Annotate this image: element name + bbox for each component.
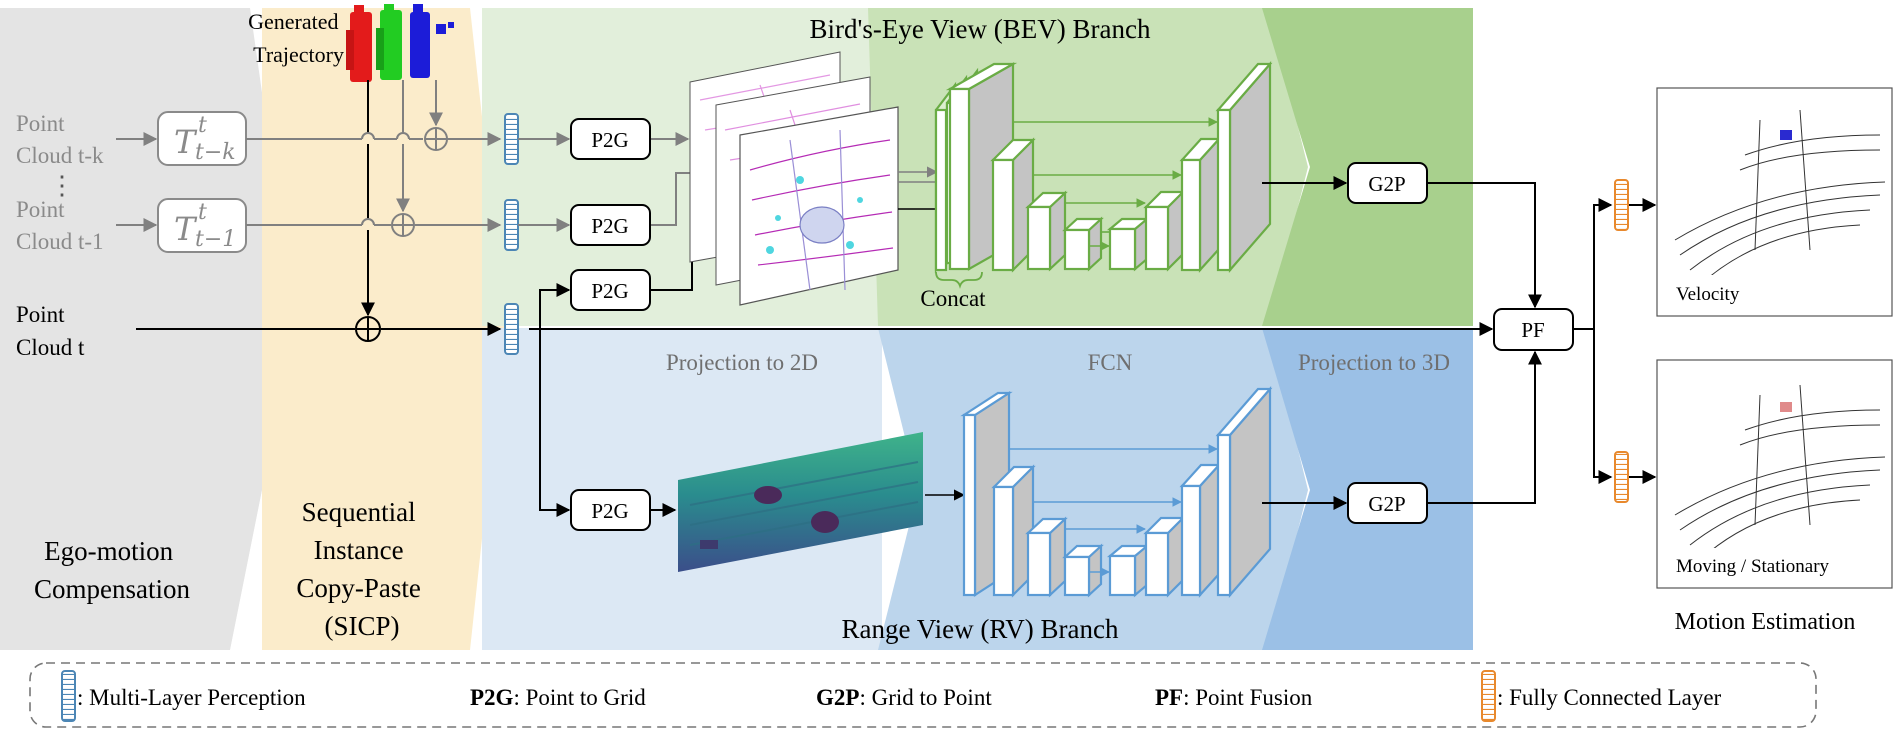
cloud-t-l2: Cloud t [16,335,85,360]
bev-fcn [934,61,1273,274]
proj3d-label: Projection to 3D [1298,350,1450,375]
bev-skip-arrows [1013,117,1218,251]
cloud-t1-l1: Point [16,197,65,222]
cloud-t-l1: Point [16,302,65,327]
fc-velocity-icon [1614,179,1629,231]
cloud-t-label: Point Cloud t [16,302,85,360]
g2p-connections [1262,176,1657,510]
sicp-title-l3: Copy-Paste [296,573,421,603]
add-op-tk-icon [424,127,448,151]
add-op-t-icon [355,316,381,342]
transform-tk: T t t−k [174,113,236,165]
moving-output-image: Moving / Stationary [1656,359,1893,589]
cloud-tk-l1: Point [16,111,65,136]
cloud-t1-label: Point Cloud t-1 [16,197,104,254]
g2p-block-bev: G2P [1347,162,1428,204]
motion-estimation-title: Motion Estimation [1675,609,1856,635]
gen-traj-l1: Generated [248,9,338,34]
bev-image-stack [689,51,899,306]
p2g-block-t: P2G [570,269,651,311]
ego-connections [116,80,1494,336]
legend-fc: : Fully Connected Layer [1497,685,1722,710]
proj2d-label: Projection to 2D [666,350,818,375]
mlp-tk-icon [504,113,519,165]
add-op-t1-icon [391,213,415,237]
transform-t1: T t t−1 [174,200,236,252]
ego-title: Ego-motion Compensation [34,536,190,604]
svg-text:PF: PF [1521,318,1544,342]
concat-stack [934,62,1018,274]
velocity-label: Velocity [1676,284,1740,305]
sicp-title-l1: Sequential [302,497,416,527]
svg-text:G2P: G2P [1368,492,1405,516]
trajectory-blue-icon [410,4,454,78]
svg-text:P2G: P2G [591,279,628,303]
gen-traj-l2: Trajectory [253,42,344,67]
cloud-dots: ⋮ [49,171,75,200]
pf-block: PF [1493,308,1574,351]
p2g-block-t1: P2G [570,204,651,246]
cloud-tk-l2: Cloud t-k [16,143,104,168]
trajectory-red-icon [346,5,372,82]
legend-pf: PF: Point Fusion [1155,685,1313,710]
bev-branch-title: Bird's-Eye View (BEV) Branch [810,14,1151,44]
legend-g2p: G2P: Grid to Point [816,685,992,710]
p2g-block-rv: P2G [570,489,651,531]
ego-title-l2: Compensation [34,574,190,604]
legend-box [29,662,1817,728]
concat-label: Concat [920,286,986,311]
velocity-output-image: Velocity [1656,87,1893,317]
svg-text:G2P: G2P [1368,172,1405,196]
legend-mlp-icon [61,670,76,722]
sicp-title-l4: (SICP) [324,611,399,641]
svg-text:P2G: P2G [591,499,628,523]
fc-moving-icon [1614,451,1629,503]
rv-skip-arrows [1009,444,1218,577]
legend-fc-icon [1481,670,1496,722]
legend-mlp: : Multi-Layer Perception [77,685,306,710]
rv-branch-title: Range View (RV) Branch [842,614,1119,644]
generated-trajectory-label: Generated Trajectory [248,9,344,67]
svg-text:P2G: P2G [591,128,628,152]
bev-point-cloud-image [749,129,894,291]
trajectory-green-icon [376,4,402,80]
g2p-block-rv: G2P [1347,482,1428,524]
range-view-image [678,432,923,572]
concat-brace [935,271,983,289]
fcn-label: FCN [1088,350,1133,375]
moving-stationary-label: Moving / Stationary [1676,556,1830,577]
mlp-t1-icon [504,199,519,251]
rv-fcn [960,386,1273,598]
cloud-t1-l2: Cloud t-1 [16,229,104,254]
svg-text:P2G: P2G [591,214,628,238]
sicp-title: Sequential Instance Copy-Paste (SICP) [296,497,427,641]
p2g-block-tk: P2G [570,118,651,160]
mlp-t-icon [504,303,519,355]
cloud-tk-label: Point Cloud t-k [16,111,104,168]
sicp-title-l2: Instance [314,535,404,565]
legend-p2g: P2G: Point to Grid [470,685,646,710]
ego-title-l1: Ego-motion [44,536,173,566]
